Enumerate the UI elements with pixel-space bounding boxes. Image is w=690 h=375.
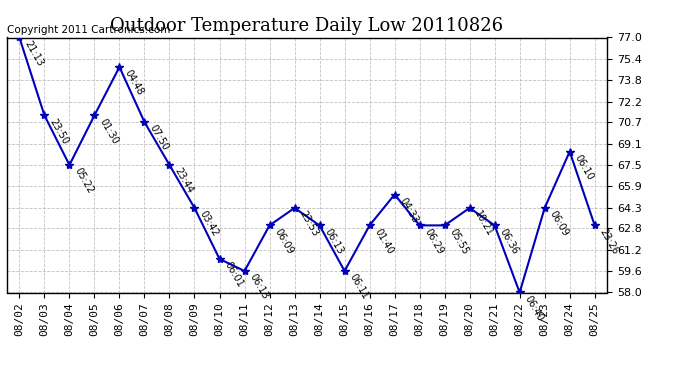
Text: 06:40: 06:40: [522, 294, 545, 323]
Text: 06:11: 06:11: [347, 272, 370, 302]
Text: 23:50: 23:50: [47, 117, 70, 146]
Text: 04:33: 04:33: [397, 196, 420, 225]
Text: 06:09: 06:09: [273, 227, 295, 256]
Text: 23:26: 23:26: [598, 227, 620, 256]
Text: 23:53: 23:53: [297, 209, 320, 238]
Text: 06:13: 06:13: [247, 272, 270, 302]
Text: 06:29: 06:29: [422, 227, 445, 256]
Text: 06:01: 06:01: [222, 260, 245, 290]
Text: 06:09: 06:09: [547, 209, 570, 238]
Text: 01:30: 01:30: [97, 117, 120, 146]
Text: 05:55: 05:55: [447, 227, 470, 256]
Text: 06:10: 06:10: [573, 153, 595, 182]
Text: 07:50: 07:50: [147, 123, 170, 153]
Text: 06:13: 06:13: [322, 227, 345, 256]
Text: 06:36: 06:36: [497, 227, 520, 256]
Text: 05:22: 05:22: [72, 166, 95, 196]
Text: 23:44: 23:44: [172, 166, 195, 195]
Text: 21:13: 21:13: [22, 39, 45, 68]
Text: 10:21: 10:21: [473, 209, 495, 238]
Text: 04:48: 04:48: [122, 68, 145, 98]
Title: Outdoor Temperature Daily Low 20110826: Outdoor Temperature Daily Low 20110826: [110, 16, 504, 34]
Text: 03:42: 03:42: [197, 209, 220, 238]
Text: Copyright 2011 Cartronics.com: Copyright 2011 Cartronics.com: [7, 25, 170, 35]
Text: 01:40: 01:40: [373, 227, 395, 256]
